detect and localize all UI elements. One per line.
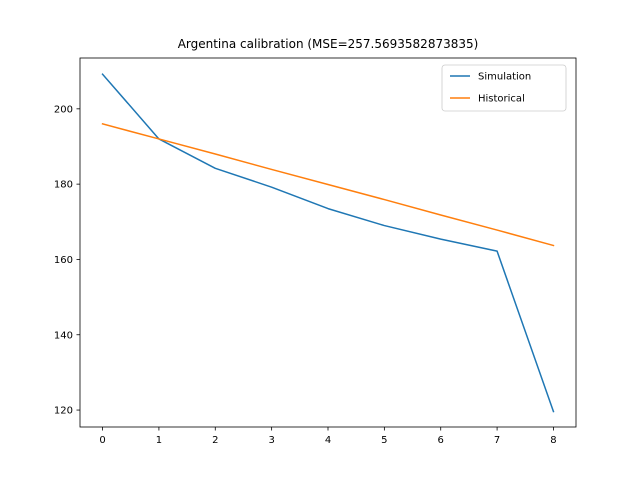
x-tick-label: 2 bbox=[212, 435, 218, 446]
y-tick-label: 200 bbox=[54, 104, 73, 115]
series-line-simulation bbox=[101, 73, 555, 413]
x-tick-label: 8 bbox=[550, 435, 556, 446]
x-tick-label: 6 bbox=[438, 435, 444, 446]
x-tick-label: 4 bbox=[325, 435, 331, 446]
legend-label-simulation: Simulation bbox=[478, 72, 531, 83]
x-tick-label: 1 bbox=[156, 435, 162, 446]
y-tick-label: 160 bbox=[54, 255, 73, 266]
chart-title: Argentina calibration (MSE=257.569358287… bbox=[178, 37, 479, 51]
x-tick-label: 0 bbox=[99, 435, 105, 446]
legend: Simulation Historical bbox=[441, 64, 567, 112]
legend-label-historical: Historical bbox=[478, 94, 525, 105]
plot-area: 0 1 2 3 4 5 6 7 8 120 140 160 180 200 bbox=[54, 57, 577, 446]
x-tick-label: 7 bbox=[494, 435, 500, 446]
x-tick-label: 5 bbox=[381, 435, 387, 446]
y-tick-label: 180 bbox=[54, 180, 73, 191]
legend-box bbox=[441, 64, 567, 112]
x-tick-label: 3 bbox=[268, 435, 274, 446]
series-line-historical bbox=[101, 122, 555, 247]
y-tick-label: 140 bbox=[54, 330, 73, 341]
y-tick-label: 120 bbox=[54, 406, 73, 417]
